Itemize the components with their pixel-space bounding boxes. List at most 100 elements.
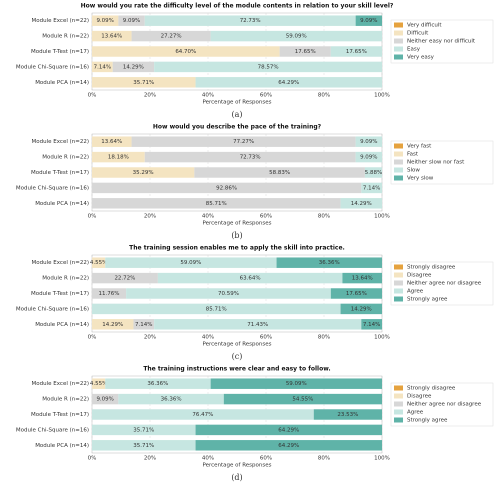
- bar-segment: [131, 30, 211, 42]
- x-tick-label: 80%: [318, 335, 330, 341]
- legend-label: Very slow: [407, 176, 434, 182]
- bar-segment: [105, 257, 277, 268]
- legend-swatch: [394, 151, 403, 157]
- value-label: 17.65%: [346, 291, 367, 297]
- value-label: 59.09%: [286, 34, 307, 40]
- bar-segment: [112, 61, 155, 73]
- value-label: 71.43%: [247, 322, 268, 328]
- legend-swatch: [394, 409, 403, 415]
- legend-label: Strongly disagree: [407, 265, 456, 271]
- value-label: 4.55%: [90, 260, 107, 266]
- bar-segment: [355, 15, 382, 26]
- value-label: 5.88%: [365, 170, 382, 176]
- caption: (d): [231, 473, 242, 482]
- bar-segment: [361, 182, 382, 194]
- x-tick-label: 40%: [202, 456, 214, 462]
- x-tick-label: 100%: [374, 93, 390, 99]
- x-tick-label: 20%: [144, 214, 156, 220]
- x-tick-label: 60%: [260, 214, 272, 220]
- value-label: 35.71%: [133, 443, 154, 449]
- value-label: 63.64%: [240, 276, 261, 282]
- value-label: 92.86%: [216, 185, 237, 191]
- bar-segment: [92, 303, 341, 315]
- legend-label: Very difficult: [407, 23, 442, 29]
- x-tick-label: 80%: [318, 93, 330, 99]
- x-axis-label: Percentage of Responses: [202, 463, 271, 469]
- bar-segment: [279, 46, 331, 57]
- value-label: 9.09%: [360, 155, 377, 161]
- chart-title: How would you rate the difficulty level …: [81, 3, 394, 10]
- x-tick-label: 80%: [318, 214, 330, 220]
- bar-segment: [223, 393, 382, 405]
- legend-label: Fast: [407, 152, 419, 158]
- value-label: 35.71%: [133, 427, 154, 433]
- legend-label: Easy: [407, 47, 421, 53]
- bar-segment: [194, 167, 365, 178]
- bar-segment: [355, 136, 382, 147]
- legend-swatch: [394, 272, 403, 278]
- bar-segment: [92, 61, 113, 73]
- legend-swatch: [394, 54, 403, 60]
- x-tick-label: 40%: [202, 93, 214, 99]
- x-tick-label: 60%: [260, 335, 272, 341]
- legend-box: [390, 140, 494, 185]
- value-label: 59.09%: [180, 260, 201, 266]
- y-tick-label: Module T-Test (n=17): [31, 49, 89, 55]
- bar-segment: [364, 167, 382, 178]
- caption: (b): [231, 231, 242, 240]
- chart-title: How would you describe the pace of the t…: [153, 124, 322, 131]
- legend-box: [390, 261, 494, 306]
- y-tick-label: Module T-Test (n=17): [31, 412, 89, 418]
- x-tick-label: 20%: [144, 456, 156, 462]
- value-label: 14.29%: [123, 64, 144, 70]
- value-label: 9.09%: [360, 139, 377, 145]
- value-label: 72.73%: [240, 155, 261, 161]
- bar-segment: [195, 424, 382, 436]
- x-tick-label: 100%: [374, 214, 390, 220]
- y-tick-label: Module PCA (n=14): [35, 443, 89, 449]
- legend-swatch: [394, 167, 403, 173]
- y-tick-label: Module R (n=22): [42, 34, 89, 40]
- legend-box: [390, 382, 494, 427]
- value-label: 9.09%: [123, 18, 140, 24]
- bar-segment: [92, 440, 196, 451]
- bar-segment: [355, 151, 382, 163]
- chart-title: The training instructions were clear and…: [143, 366, 330, 373]
- value-label: 64.29%: [278, 443, 299, 449]
- value-label: 70.59%: [218, 291, 239, 297]
- bar-segment: [330, 288, 382, 299]
- bar-segment: [361, 319, 382, 330]
- bar-segment: [157, 272, 343, 284]
- y-tick-label: Module Chi-Square (n=16): [16, 64, 89, 70]
- x-tick-label: 20%: [144, 93, 156, 99]
- y-tick-label: Module Chi-Square (n=16): [16, 306, 89, 312]
- value-label: 13.64%: [352, 276, 373, 282]
- legend-swatch: [394, 159, 403, 165]
- value-label: 35.29%: [133, 170, 154, 176]
- bar-segment: [92, 319, 134, 330]
- value-label: 11.76%: [99, 291, 120, 297]
- x-tick-label: 100%: [374, 456, 390, 462]
- y-tick-label: Module PCA (n=14): [35, 80, 89, 86]
- y-tick-label: Module R (n=22): [42, 155, 89, 161]
- legend-swatch: [394, 401, 403, 407]
- value-label: 36.36%: [161, 397, 182, 403]
- legend-swatch: [394, 30, 403, 36]
- y-tick-label: Module PCA (n=14): [35, 201, 89, 207]
- bar-segment: [92, 30, 132, 42]
- value-label: 9.09%: [96, 397, 113, 403]
- bar-segment: [144, 151, 356, 163]
- y-tick-label: Module Chi-Square (n=16): [16, 427, 89, 433]
- bar-segment: [92, 393, 119, 405]
- value-label: 17.65%: [346, 49, 367, 55]
- bar-segment: [340, 303, 382, 315]
- value-label: 14.29%: [102, 322, 123, 328]
- x-axis-label: Percentage of Responses: [202, 342, 271, 348]
- legend-swatch: [394, 22, 403, 28]
- bar-segment: [92, 409, 314, 420]
- bar-segment: [154, 61, 382, 73]
- legend-swatch: [394, 46, 403, 52]
- legend-label: Neither easy nor difficult: [407, 39, 476, 45]
- legend-label: Very fast: [407, 144, 432, 150]
